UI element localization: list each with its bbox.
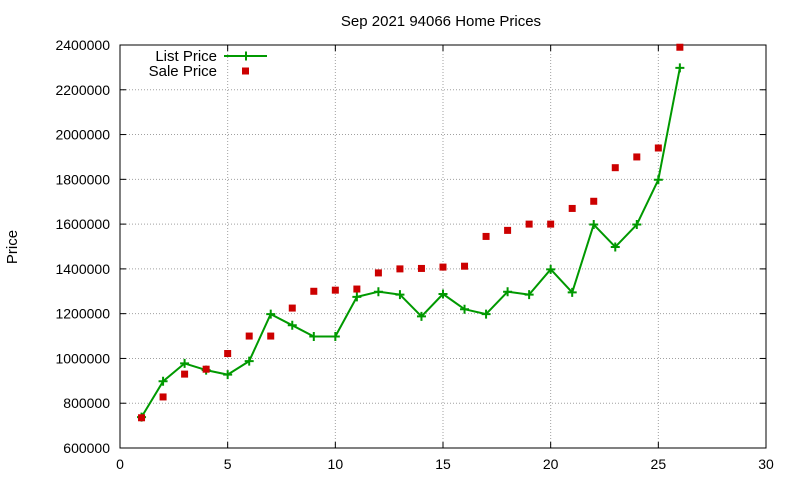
- x-tick-labels: 0 5 10 15 20 25 30: [116, 456, 774, 472]
- data-point-sale-price: [310, 287, 318, 295]
- y-tick-label: 1000000: [55, 350, 110, 366]
- data-point-list-price: [481, 309, 491, 319]
- data-point-list-price: [309, 332, 319, 342]
- legend-label-sale-price: Sale Price: [149, 63, 217, 80]
- y-tick-label: 800000: [63, 395, 110, 411]
- data-point-list-price: [244, 356, 254, 366]
- data-point-sale-price: [374, 269, 382, 277]
- y-tick-labels: 600000 800000 1000000 1200000 1400000 1600000…: [55, 37, 110, 456]
- data-point-sale-price: [245, 332, 253, 340]
- x-tick-label: 20: [543, 456, 559, 472]
- data-point-sale-price: [568, 204, 576, 212]
- data-point-sale-price: [202, 365, 210, 373]
- x-tick-label: 30: [758, 456, 774, 472]
- data-point-list-price: [395, 290, 405, 300]
- data-point-sale-price: [439, 263, 447, 271]
- x-tick-label: 5: [224, 456, 232, 472]
- series-line-list-price: [140, 67, 681, 418]
- data-point-list-price: [287, 320, 297, 330]
- data-point-sale-price: [590, 197, 598, 205]
- data-point-list-price: [610, 242, 620, 252]
- data-point-sale-price: [138, 414, 146, 422]
- y-axis-label: Price: [4, 230, 21, 264]
- data-point-sale-price: [417, 264, 425, 272]
- series: [137, 43, 685, 422]
- y-tick-label: 2000000: [55, 127, 110, 143]
- data-point-sale-price: [288, 304, 296, 312]
- legend-label-list-price: List Price: [155, 48, 217, 65]
- data-point-list-price: [632, 220, 642, 230]
- data-point-list-price: [180, 358, 190, 368]
- x-tick-label: 10: [328, 456, 344, 472]
- y-tick-label: 1200000: [55, 306, 110, 322]
- data-point-list-price: [503, 287, 513, 297]
- data-point-sale-price: [504, 226, 512, 234]
- y-tick-label: 2200000: [55, 82, 110, 98]
- data-point-list-price: [158, 376, 168, 386]
- y-tick-label: 1600000: [55, 216, 110, 232]
- data-point-list-price: [223, 370, 233, 380]
- data-point-list-price: [416, 311, 426, 321]
- data-point-sale-price: [181, 370, 189, 378]
- data-point-sale-price: [461, 262, 469, 270]
- data-point-list-price: [266, 309, 276, 319]
- data-point-sale-price: [353, 285, 361, 293]
- data-point-sale-price: [224, 350, 232, 358]
- data-point-sale-price: [654, 144, 662, 152]
- y-tick-label: 2400000: [55, 37, 110, 53]
- x-tick-label: 0: [116, 456, 124, 472]
- data-point-list-price: [567, 287, 577, 297]
- data-point-sale-price: [611, 164, 619, 172]
- data-point-list-price: [373, 287, 383, 297]
- series-sale-price: [138, 43, 684, 422]
- legend: List Price Sale Price: [149, 48, 267, 80]
- data-point-sale-price: [331, 286, 339, 294]
- data-point-list-price: [546, 264, 556, 274]
- axis-ticks: [119, 44, 767, 449]
- data-point-list-price: [438, 289, 448, 299]
- data-point-sale-price: [267, 332, 275, 340]
- data-point-list-price: [460, 304, 470, 314]
- y-tick-label: 1400000: [55, 261, 110, 277]
- chart-title: Sep 2021 94066 Home Prices: [341, 13, 541, 30]
- grid: [120, 45, 766, 448]
- data-point-sale-price: [525, 220, 533, 228]
- data-point-sale-price: [547, 220, 555, 228]
- data-point-sale-price: [396, 265, 404, 273]
- series-list-price: [137, 63, 685, 422]
- data-point-sale-price: [159, 393, 167, 401]
- data-point-list-price: [589, 220, 599, 230]
- legend-marker-sale-price: [242, 67, 249, 75]
- data-point-list-price: [675, 63, 685, 73]
- data-point-list-price: [653, 175, 663, 185]
- data-point-list-price: [352, 292, 362, 302]
- y-tick-label: 1800000: [55, 171, 110, 187]
- x-tick-label: 15: [435, 456, 451, 472]
- data-point-sale-price: [633, 153, 641, 161]
- legend-marker-list-price: [241, 51, 251, 61]
- x-tick-label: 25: [651, 456, 667, 472]
- data-point-sale-price: [676, 43, 684, 51]
- data-point-sale-price: [482, 232, 490, 240]
- data-point-list-price: [330, 332, 340, 342]
- data-point-list-price: [524, 290, 534, 300]
- y-tick-label: 600000: [63, 440, 110, 456]
